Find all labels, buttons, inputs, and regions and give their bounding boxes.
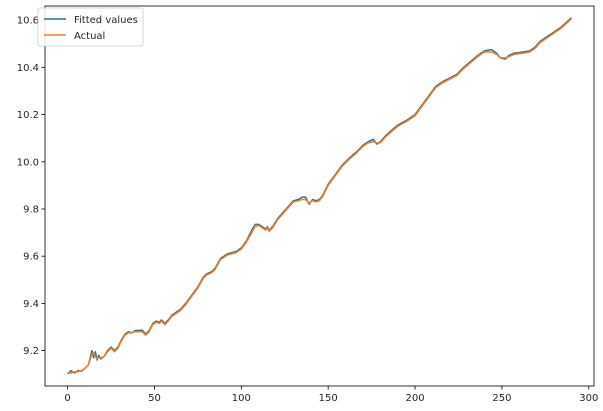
legend-label-fitted-values: Fitted values xyxy=(74,15,138,26)
y-tick-label: 9.4 xyxy=(23,299,39,310)
x-tick-label: 0 xyxy=(64,393,70,404)
x-tick-label: 50 xyxy=(148,393,161,404)
x-tick-label: 250 xyxy=(492,393,511,404)
series-line-actual xyxy=(67,18,572,374)
y-tick-label: 10.4 xyxy=(17,63,39,74)
x-axis: 0 50 100 150 200 250 300 xyxy=(64,386,598,404)
series-layer xyxy=(67,17,572,375)
legend: Fitted values Actual xyxy=(37,7,144,47)
y-tick-label: 9.6 xyxy=(23,252,39,263)
y-tick-label: 10.2 xyxy=(17,110,39,121)
x-tick-label: 150 xyxy=(319,393,338,404)
x-tick-label: 300 xyxy=(579,393,598,404)
x-tick-label: 200 xyxy=(406,393,425,404)
y-tick-label: 9.2 xyxy=(23,346,39,357)
y-tick-label: 10.0 xyxy=(17,157,39,168)
y-tick-label: 10.6 xyxy=(17,16,39,27)
x-tick-label: 100 xyxy=(232,393,251,404)
y-tick-label: 9.8 xyxy=(23,204,39,215)
plot-frame xyxy=(44,5,595,387)
legend-label-actual: Actual xyxy=(74,31,105,42)
legend-box xyxy=(37,7,144,47)
